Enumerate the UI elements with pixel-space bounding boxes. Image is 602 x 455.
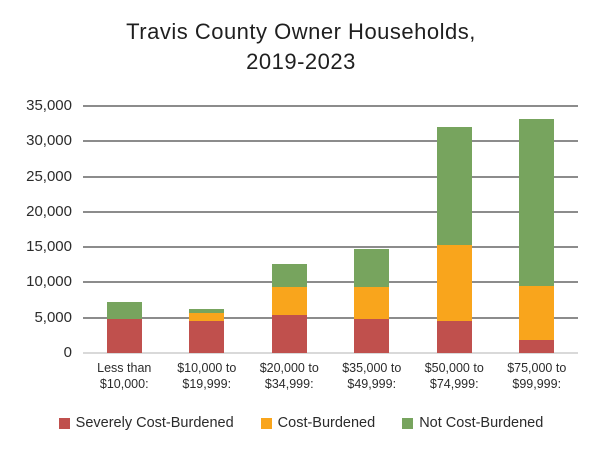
legend-label: Not Cost-Burdened — [419, 415, 544, 431]
x-tick-label-line: $10,000 to — [177, 361, 237, 375]
bar-segment-not-cost-burdened — [519, 119, 555, 286]
bar-segment-severely-cost-burdened — [271, 314, 307, 353]
x-tick-label: $75,000 to $99,999: — [496, 360, 579, 392]
y-tick-label: 25,000 — [26, 167, 72, 185]
y-tick-label: 20,000 — [26, 202, 72, 220]
y-tick-label: 30,000 — [26, 132, 72, 150]
x-tick-label-line: $74,999: — [429, 377, 479, 391]
bar-segment-severely-cost-burdened — [189, 321, 225, 353]
legend-item-cost-burdened: Cost-Burdened — [260, 415, 376, 431]
y-tick-label: 0 — [63, 344, 72, 361]
x-tick-label: $50,000 to $74,999: — [413, 360, 496, 392]
bar-segment-cost-burdened — [354, 286, 390, 320]
gridline — [83, 246, 578, 249]
bar-segment-cost-burdened — [271, 286, 307, 315]
x-tick-label: Less than $10,000: — [83, 360, 166, 392]
bar-segment-severely-cost-burdened — [354, 319, 390, 353]
y-tick-label: 35,000 — [26, 97, 72, 114]
legend-swatch-icon — [402, 417, 414, 429]
bar-segment-cost-burdened — [189, 313, 225, 322]
bar-segment-not-cost-burdened — [271, 264, 307, 287]
gridline — [83, 140, 578, 143]
x-tick-label-line: $50,000 to — [424, 361, 484, 375]
legend-swatch-icon — [58, 417, 70, 429]
chart-title-line1: Travis County Owner Households, — [126, 19, 476, 44]
bar-segment-not-cost-burdened — [106, 302, 142, 320]
x-tick-label: $20,000 to $34,999: — [248, 360, 331, 392]
bar-segment-not-cost-burdened — [436, 127, 472, 245]
bar-segment-cost-burdened — [519, 285, 555, 341]
y-tick-label: 15,000 — [26, 238, 72, 256]
x-tick-label-line: $99,999: — [512, 377, 562, 391]
x-tick-label: $35,000 to $49,999: — [331, 360, 414, 392]
x-tick-label-line: $19,999: — [182, 377, 232, 391]
x-tick-label-line: $10,000: — [99, 377, 149, 391]
x-tick-label-line: $35,000 to — [342, 361, 402, 375]
legend-item-severely-cost-burdened: Severely Cost-Burdened — [58, 415, 234, 431]
gridline — [83, 210, 578, 213]
gridline — [83, 316, 578, 319]
gridline — [83, 281, 578, 284]
x-tick-label-line: Less than — [97, 361, 152, 375]
bar-segment-not-cost-burdened — [189, 309, 225, 314]
bar-segment-severely-cost-burdened — [106, 319, 142, 353]
x-tick-label: $10,000 to $19,999: — [166, 360, 249, 392]
chart-title: Travis County Owner Households, 2019-202… — [0, 17, 602, 77]
bar-segment-cost-burdened — [436, 245, 472, 321]
x-tick-label-line: $49,999: — [347, 377, 397, 391]
x-axis-line — [83, 352, 578, 354]
x-tick-label-line: $34,999: — [264, 377, 314, 391]
legend: Severely Cost-Burdened Cost-Burdened Not C… — [0, 415, 602, 431]
legend-label: Cost-Burdened — [277, 415, 376, 431]
y-tick-label: 10,000 — [26, 273, 72, 291]
y-tick-label: 5,000 — [34, 308, 72, 326]
chart-title-line2: 2019-2023 — [246, 49, 356, 74]
legend-item-not-cost-burdened: Not Cost-Burdened — [402, 415, 543, 431]
gridline — [83, 175, 578, 178]
x-tick-label-line: $20,000 to — [259, 361, 319, 375]
legend-label: Severely Cost-Burdened — [75, 415, 234, 431]
bar-segment-severely-cost-burdened — [519, 340, 555, 353]
legend-swatch-icon — [260, 417, 272, 429]
bar-segment-not-cost-burdened — [354, 248, 390, 287]
gridline — [83, 105, 578, 107]
x-tick-label-line: $75,000 to — [507, 361, 567, 375]
bar-segment-severely-cost-burdened — [436, 320, 472, 353]
